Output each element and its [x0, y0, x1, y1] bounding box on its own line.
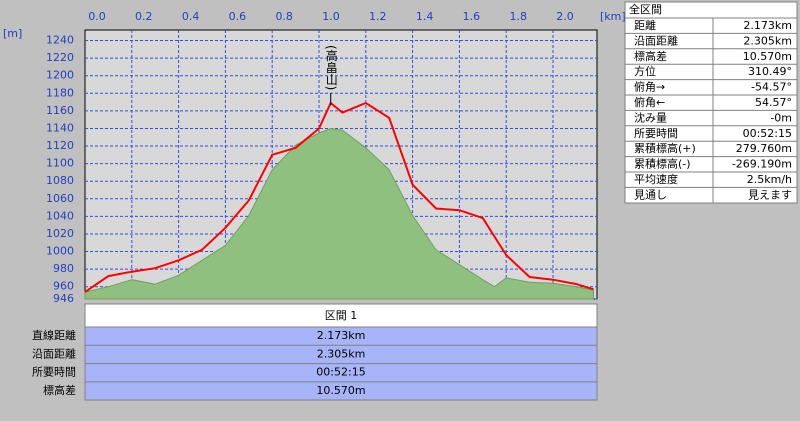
y-tick-label: 1140 — [46, 121, 74, 134]
section-value: 2.173km — [317, 329, 366, 342]
summary-value: 54.57° — [755, 96, 792, 109]
y-tick-label: 1000 — [46, 245, 74, 258]
y-axis-label: [m] — [3, 27, 22, 40]
y-tick-label: 980 — [53, 262, 74, 275]
x-tick-label: 1.6 — [463, 10, 481, 23]
summary-panel — [624, 1, 798, 204]
section-title: 区間 1 — [325, 309, 358, 322]
summary-value: -54.57° — [751, 81, 792, 94]
x-tick-label: 1.4 — [416, 10, 434, 23]
section-value: 00:52:15 — [316, 366, 365, 379]
summary-label: 俯角→ — [634, 80, 665, 94]
x-tick-label: 0.6 — [229, 10, 247, 23]
summary-value: 2.173km — [743, 19, 792, 32]
y-tick-label: 1220 — [46, 51, 74, 64]
x-axis-label: [km] — [600, 10, 626, 23]
summary-label: 沈み量 — [634, 110, 667, 124]
x-tick-label: 0.0 — [88, 10, 106, 23]
summary-label: 見通し — [634, 188, 667, 201]
x-tick-label: 1.0 — [322, 10, 340, 23]
y-tick-label: 1100 — [46, 157, 74, 170]
y-tick-label: 1020 — [46, 227, 74, 240]
y-tick-label: 1240 — [46, 34, 74, 47]
x-tick-label: 1.8 — [509, 10, 527, 23]
section-label: 沿面距離 — [32, 346, 76, 360]
summary-value: 2.5km/h — [747, 173, 792, 186]
elevation-area — [84, 127, 595, 300]
summary-title: 全区間 — [629, 2, 662, 16]
y-tick-label: 1080 — [46, 174, 74, 187]
summary-label: 累積標高(+) — [634, 141, 696, 155]
y-tick-label: 1060 — [46, 192, 74, 205]
x-tick-label: 0.4 — [182, 10, 200, 23]
y-tick-label: 1160 — [46, 104, 74, 117]
summary-label: 距離 — [634, 18, 656, 32]
summary-value: 310.49° — [748, 65, 792, 78]
summary-label: 所要時間 — [634, 127, 678, 140]
summary-value: 279.760m — [736, 142, 792, 155]
summary-label: 標高差 — [634, 49, 667, 63]
elevation-line — [84, 101, 594, 293]
y-tick-label: 1040 — [46, 209, 74, 222]
x-tick-label: 1.2 — [369, 10, 387, 23]
y-tick-label: 1200 — [46, 69, 74, 82]
summary-label: 平均速度 — [634, 172, 678, 186]
y-tick-label: 946 — [53, 292, 74, 305]
x-tick-label: 2.0 — [556, 10, 574, 23]
annotation: (高畠山) — [324, 45, 338, 90]
y-tick-label: 960 — [53, 280, 74, 293]
section-label: 直線距離 — [32, 328, 76, 342]
summary-label: 累積標高(-) — [634, 157, 691, 171]
summary-label: 沿面距離 — [634, 33, 678, 47]
summary-label: 俯角← — [634, 95, 665, 109]
y-tick-label: 1120 — [46, 139, 74, 152]
section-value: 2.305km — [317, 347, 366, 360]
summary-value: 見えます — [748, 188, 792, 201]
summary-label: 方位 — [634, 64, 656, 78]
summary-value: 10.570m — [743, 50, 792, 63]
summary-value: -269.190m — [732, 158, 792, 171]
summary-value: -0m — [770, 111, 792, 124]
section-label: 所要時間 — [32, 366, 76, 379]
y-tick-label: 1180 — [46, 86, 74, 99]
x-tick-label: 0.2 — [135, 10, 153, 23]
section-label: 標高差 — [43, 383, 76, 397]
section-value: 10.570m — [316, 384, 365, 397]
summary-value: 2.305km — [743, 34, 792, 47]
x-tick-label: 0.8 — [275, 10, 293, 23]
summary-value: 00:52:15 — [743, 127, 792, 140]
